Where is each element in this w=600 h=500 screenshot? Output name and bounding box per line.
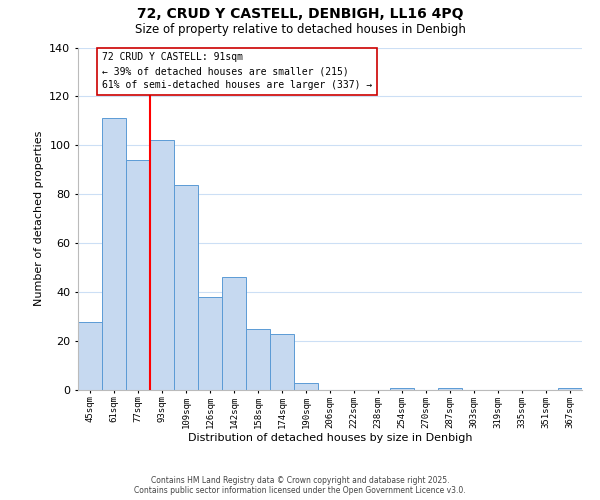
Bar (126, 160, 150, 390)
Bar (246, 329, 270, 390)
Text: 72 CRUD Y CASTELL: 91sqm
← 39% of detached houses are smaller (215)
61% of semi-: 72 CRUD Y CASTELL: 91sqm ← 39% of detach… (102, 52, 372, 90)
Bar (270, 334, 294, 390)
X-axis label: Distribution of detached houses by size in Denbigh: Distribution of detached houses by size … (188, 434, 472, 444)
Bar (558, 388, 582, 390)
Bar (222, 278, 246, 390)
Bar (198, 297, 222, 390)
Bar (174, 184, 198, 390)
Bar (294, 382, 318, 390)
Bar (102, 118, 126, 390)
Bar (150, 140, 174, 390)
Text: Size of property relative to detached houses in Denbigh: Size of property relative to detached ho… (134, 22, 466, 36)
Bar (390, 388, 414, 390)
Y-axis label: Number of detached properties: Number of detached properties (34, 131, 44, 306)
Text: Contains HM Land Registry data © Crown copyright and database right 2025.
Contai: Contains HM Land Registry data © Crown c… (134, 476, 466, 495)
Bar (78, 322, 102, 390)
Text: 72, CRUD Y CASTELL, DENBIGH, LL16 4PQ: 72, CRUD Y CASTELL, DENBIGH, LL16 4PQ (137, 8, 463, 22)
Bar (438, 388, 462, 390)
